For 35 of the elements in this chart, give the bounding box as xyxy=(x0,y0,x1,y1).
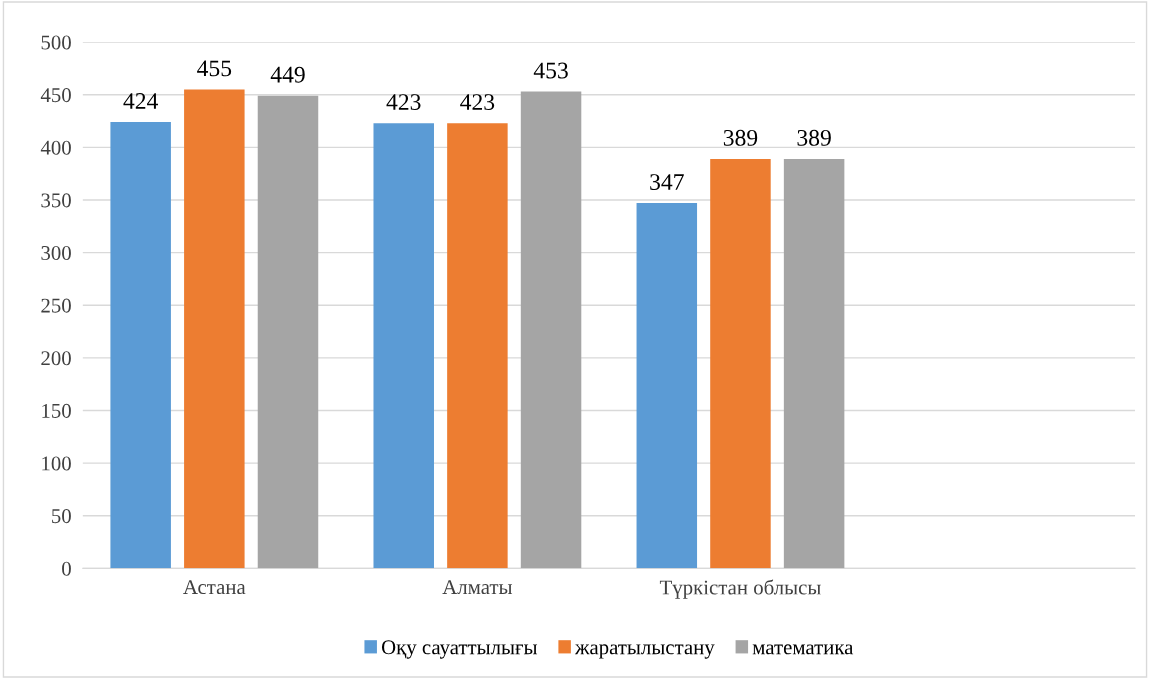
data-label: 453 xyxy=(533,62,568,79)
bar xyxy=(783,158,845,569)
data-label: 389 xyxy=(723,129,758,146)
x-tick-label: Астана xyxy=(183,580,246,595)
y-tick-label: 150 xyxy=(42,403,71,418)
legend-label: математика xyxy=(752,644,854,655)
bar xyxy=(710,158,771,569)
y-tick-label: 100 xyxy=(42,456,71,471)
y-tick-label: 350 xyxy=(41,193,71,208)
x-tick-label: Түркістан облысы xyxy=(659,579,821,599)
y-tick-label: 300 xyxy=(41,245,71,261)
data-label: 347 xyxy=(650,174,684,190)
bar xyxy=(520,91,582,569)
bar xyxy=(110,122,171,569)
bar xyxy=(373,123,434,569)
y-tick-label: 500 xyxy=(41,35,71,50)
y-tick-label: 250 xyxy=(41,298,71,313)
data-label: 389 xyxy=(797,129,831,146)
y-tick-label: 0 xyxy=(62,561,71,576)
data-label: 424 xyxy=(123,93,159,109)
legend-label: жаратылыстану xyxy=(574,644,715,659)
y-tick-label: 450 xyxy=(40,88,71,103)
y-tick-label: 200 xyxy=(41,351,71,366)
bar xyxy=(636,203,698,569)
bar xyxy=(447,123,508,569)
y-tick-label: 50 xyxy=(52,509,71,524)
legend-label: Оқу сауаттылығы xyxy=(381,640,538,659)
data-label: 455 xyxy=(197,60,232,77)
data-label: 423 xyxy=(460,94,495,111)
bar xyxy=(257,95,319,569)
y-tick-label: 400 xyxy=(40,140,71,155)
data-label: 423 xyxy=(386,94,421,111)
bar xyxy=(184,89,245,569)
x-tick-label: Алматы xyxy=(442,580,513,595)
data-label: 449 xyxy=(270,66,305,83)
